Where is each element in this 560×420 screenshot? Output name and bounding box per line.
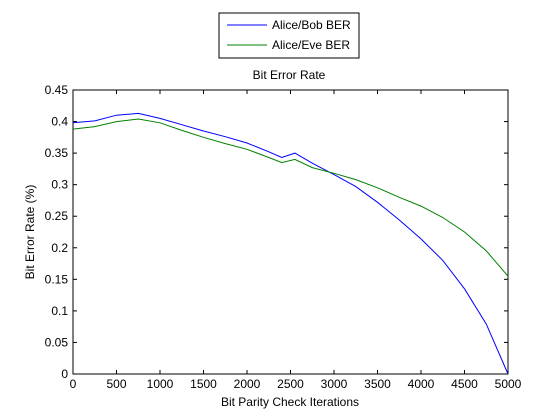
axes: 0 500 1000 1500 2000 2500 3000 3500 4000 4500 5000… [45, 83, 522, 391]
x-tick-label: 500 [106, 377, 126, 391]
series-line-alice-bob [72, 112, 509, 375]
series-layer [72, 112, 509, 375]
x-tick-label: 3000 [321, 377, 348, 391]
legend-label-alice-eve: Alice/Eve BER [272, 38, 350, 52]
x-tick-label: 4000 [408, 377, 435, 391]
y-tick-label: 0.1 [51, 304, 68, 318]
y-tick-label: 0.05 [45, 335, 69, 349]
legend-box [218, 12, 360, 59]
plot-area [72, 89, 509, 375]
y-tick-label: 0.35 [45, 146, 69, 160]
legend: Alice/Bob BER Alice/Eve BER [218, 12, 360, 59]
x-tick-label: 1500 [190, 377, 217, 391]
x-tick-label: 3500 [364, 377, 391, 391]
y-tick-label: 0.45 [45, 83, 69, 97]
y-tick-label: 0 [61, 367, 68, 381]
x-tick-label: 1000 [147, 377, 174, 391]
y-tick-label: 0.2 [51, 241, 68, 255]
chart-title: Bit Error Rate [253, 68, 326, 82]
y-tick-label: 0.15 [45, 272, 69, 286]
y-tick-label: 0.25 [45, 209, 69, 223]
y-tick-label: 0.4 [51, 115, 68, 129]
y-axis-label: Bit Error Rate (%) [23, 185, 37, 280]
series-line-alice-eve [72, 118, 509, 277]
y-tick-label: 0.3 [51, 178, 68, 192]
x-tick-label: 5000 [495, 377, 522, 391]
x-tick-label: 2000 [234, 377, 261, 391]
legend-label-alice-bob: Alice/Bob BER [272, 18, 351, 32]
x-tick-label: 0 [70, 377, 77, 391]
x-tick-label: 2500 [277, 377, 304, 391]
x-axis-label: Bit Parity Check Iterations [221, 395, 359, 409]
x-tick-label: 4500 [451, 377, 478, 391]
